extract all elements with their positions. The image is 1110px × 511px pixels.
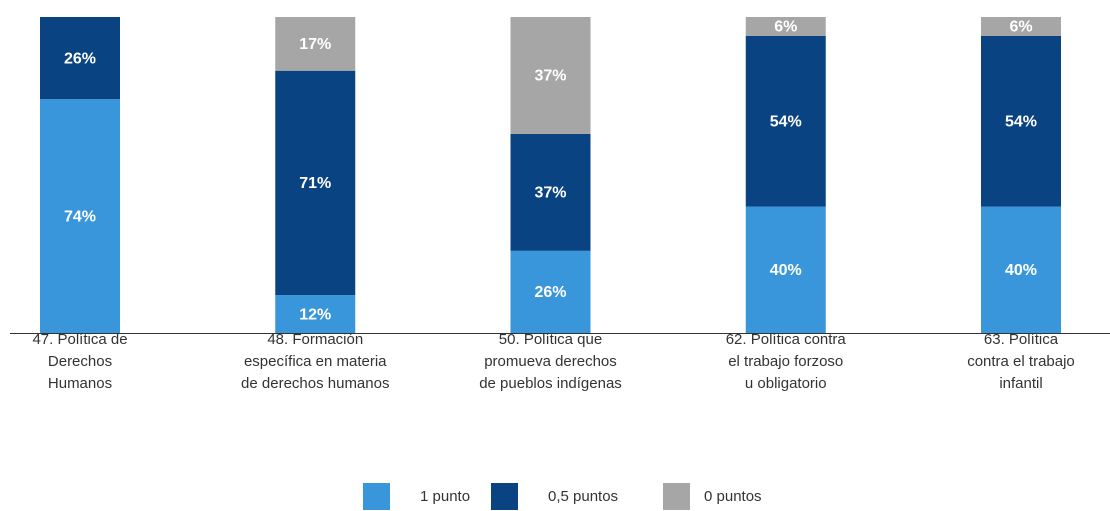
- value-label: 37%: [534, 68, 566, 85]
- value-label: 74%: [64, 208, 96, 225]
- x-tick-label: 63. Política: [984, 331, 1059, 348]
- value-label: 37%: [534, 185, 566, 202]
- bar-segment: [981, 17, 1061, 36]
- x-tick-label: 48. Formación: [267, 331, 363, 348]
- x-tick-label: 47. Política de: [32, 331, 127, 348]
- value-label: 26%: [534, 284, 566, 301]
- x-tick-label: Humanos: [48, 375, 112, 392]
- bar-segment: [40, 99, 120, 333]
- value-label: 71%: [299, 175, 331, 192]
- bar-segment: [981, 35, 1061, 207]
- bar-segment: [745, 35, 826, 207]
- bar-segment: [510, 17, 591, 134]
- legend-label: 0,5 puntos: [548, 488, 618, 505]
- value-label: 54%: [1005, 113, 1037, 130]
- bar-segment: [275, 295, 356, 333]
- legend-swatch: [363, 483, 390, 510]
- x-tick-label: 62. Política contra: [726, 331, 847, 348]
- value-label: 40%: [770, 262, 802, 279]
- value-label: 54%: [770, 113, 802, 130]
- bar-segment: [745, 206, 826, 333]
- bar-segment: [275, 70, 356, 296]
- x-tick-label: Derechos: [48, 353, 112, 370]
- bar-segment: [40, 17, 120, 100]
- legend-label: 1 punto: [420, 488, 470, 505]
- bar-segment: [510, 250, 591, 333]
- bar-segment: [275, 17, 356, 71]
- bar-segment: [745, 17, 826, 36]
- value-label: 6%: [1009, 19, 1032, 36]
- x-tick-label: 50. Política que: [499, 331, 602, 348]
- x-tick-label: u obligatorio: [745, 375, 827, 392]
- bar-segment: [510, 133, 591, 251]
- x-tick-label: de derechos humanos: [241, 375, 389, 392]
- value-label: 40%: [1005, 262, 1037, 279]
- value-label: 12%: [299, 306, 331, 323]
- x-tick-label: promueva derechos: [484, 353, 617, 370]
- value-label: 17%: [299, 36, 331, 53]
- x-tick-label: contra el trabajo: [967, 353, 1075, 370]
- value-label: 26%: [64, 50, 96, 67]
- legend-swatch: [663, 483, 690, 510]
- legend-label: 0 puntos: [704, 488, 762, 505]
- bar-segment: [981, 206, 1061, 333]
- legend-swatch: [491, 483, 518, 510]
- x-tick-label: de pueblos indígenas: [479, 375, 622, 392]
- x-tick-label: el trabajo forzoso: [728, 353, 843, 370]
- x-tick-label: específica en materia: [244, 353, 387, 370]
- value-label: 6%: [774, 19, 797, 36]
- x-tick-label: infantil: [999, 375, 1042, 392]
